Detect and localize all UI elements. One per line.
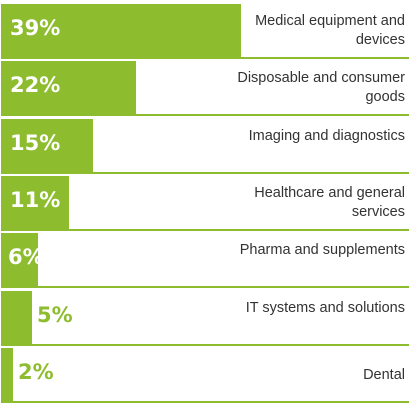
row-divider xyxy=(1,57,409,59)
bar-value-label: 15% xyxy=(10,130,61,155)
bar xyxy=(1,118,94,173)
row-divider xyxy=(1,114,409,117)
bar-row: 6% Pharma and supplements xyxy=(0,231,409,289)
row-divider xyxy=(1,286,409,289)
bar xyxy=(1,347,14,402)
category-label: Healthcare and general services xyxy=(254,184,405,220)
bar-value-label: 39% xyxy=(10,16,61,40)
category-label: Pharma and supplements xyxy=(239,242,405,259)
bar-row: 39% Medical equipment and devices xyxy=(0,2,409,59)
category-label: Dental xyxy=(363,366,405,383)
category-label: Disposable and consumer goods xyxy=(237,70,405,106)
bar xyxy=(1,4,241,58)
bar-row: 15% Imaging and diagnostics xyxy=(0,117,409,174)
bar-row: 2% Dental xyxy=(0,346,409,403)
bar-value-label: 5% xyxy=(37,302,73,327)
bar-row: 11% Healthcare and general services xyxy=(0,174,409,231)
row-divider xyxy=(1,343,409,346)
row-divider xyxy=(1,228,409,231)
bar-value-label: 2% xyxy=(18,359,54,384)
bar-value-label: 22% xyxy=(10,73,61,98)
bar xyxy=(1,175,69,230)
bar-row: 22% Disposable and consumer goods xyxy=(0,59,409,117)
category-label: IT systems and solutions xyxy=(245,299,405,316)
bar-value-label: 11% xyxy=(10,187,61,212)
bar xyxy=(1,233,38,288)
category-label: Medical equipment and devices xyxy=(255,13,405,48)
category-label: Imaging and diagnostics xyxy=(248,127,405,144)
bar xyxy=(1,61,137,116)
row-divider xyxy=(1,171,409,174)
bar-value-label: 6% xyxy=(8,245,44,270)
row-divider xyxy=(1,400,409,403)
bar-row: 5% IT systems and solutions xyxy=(0,289,409,346)
bar xyxy=(1,290,32,345)
